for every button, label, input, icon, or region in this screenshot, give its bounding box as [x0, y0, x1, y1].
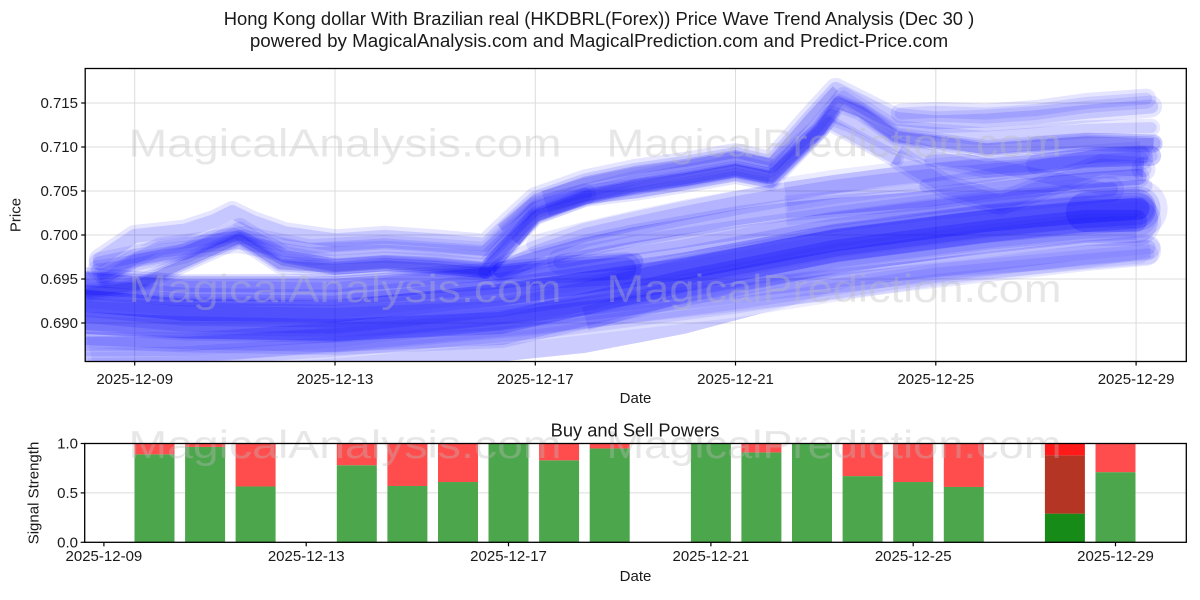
svg-text:MagicalPrediction.com: MagicalPrediction.com [607, 268, 1062, 311]
svg-text:2025-12-13: 2025-12-13 [297, 371, 374, 388]
svg-text:0.0: 0.0 [57, 534, 78, 551]
svg-text:0.710: 0.710 [40, 139, 78, 156]
svg-text:powered by MagicalAnalysis.com: powered by MagicalAnalysis.com and Magic… [250, 30, 948, 51]
svg-text:0.690: 0.690 [40, 315, 78, 332]
svg-text:Buy and Sell Powers: Buy and Sell Powers [551, 420, 720, 441]
svg-text:MagicalAnalysis.com: MagicalAnalysis.com [129, 268, 562, 311]
svg-text:2025-12-09: 2025-12-09 [66, 548, 143, 565]
svg-text:Date: Date [620, 390, 652, 407]
svg-text:2025-12-25: 2025-12-25 [875, 548, 952, 565]
svg-text:MagicalAnalysis.com: MagicalAnalysis.com [129, 123, 562, 166]
svg-text:2025-12-09: 2025-12-09 [96, 371, 173, 388]
svg-text:0.695: 0.695 [40, 271, 78, 288]
svg-text:1.0: 1.0 [57, 436, 78, 453]
svg-text:0.705: 0.705 [40, 183, 78, 200]
svg-text:2025-12-21: 2025-12-21 [697, 371, 774, 388]
svg-text:Date: Date [620, 568, 652, 585]
svg-text:2025-12-13: 2025-12-13 [268, 548, 345, 565]
svg-text:2025-12-17: 2025-12-17 [470, 548, 547, 565]
svg-text:0.715: 0.715 [40, 95, 78, 112]
svg-text:MagicalPrediction.com: MagicalPrediction.com [607, 424, 1062, 467]
svg-text:Hong Kong dollar With Brazilia: Hong Kong dollar With Brazilian real (HK… [224, 8, 975, 29]
svg-text:0.5: 0.5 [57, 485, 78, 502]
svg-text:2025-12-29: 2025-12-29 [1077, 548, 1154, 565]
svg-text:2025-12-25: 2025-12-25 [897, 371, 974, 388]
svg-text:Price: Price [8, 198, 25, 232]
svg-text:MagicalPrediction.com: MagicalPrediction.com [607, 123, 1062, 166]
svg-text:2025-12-29: 2025-12-29 [1098, 371, 1175, 388]
svg-text:2025-12-17: 2025-12-17 [497, 371, 574, 388]
svg-text:MagicalAnalysis.com: MagicalAnalysis.com [129, 424, 562, 467]
svg-text:2025-12-21: 2025-12-21 [672, 548, 749, 565]
svg-text:0.700: 0.700 [40, 227, 78, 244]
svg-text:Signal Strength: Signal Strength [26, 442, 43, 545]
